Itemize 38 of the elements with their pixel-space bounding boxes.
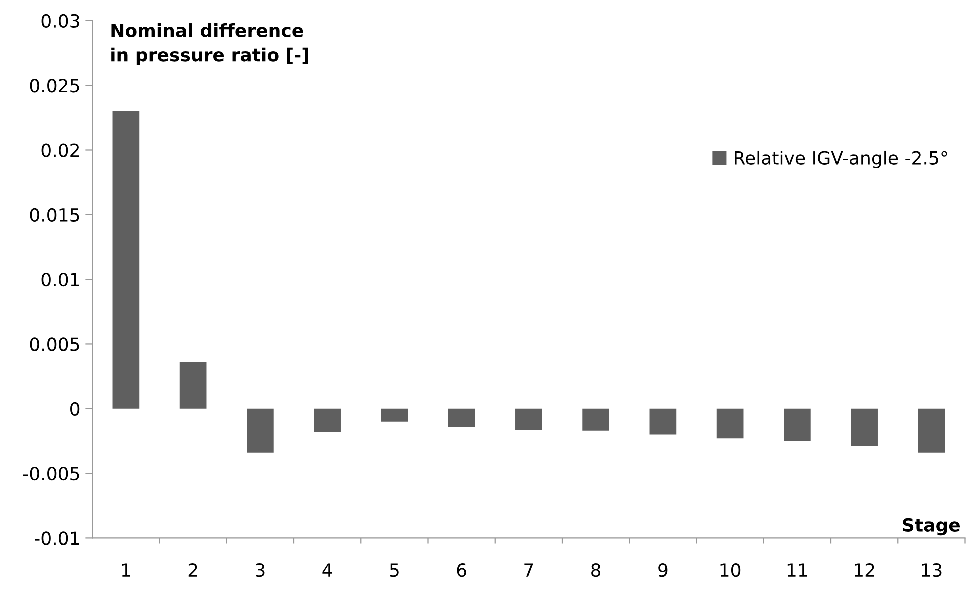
x-tick-label: 4 — [322, 564, 332, 577]
bar — [716, 408, 744, 439]
bar — [516, 408, 542, 430]
y-tick-label: -0.005 — [24, 467, 80, 481]
y-tick-label: 0.025 — [30, 79, 80, 93]
y-tick-label: 0.03 — [42, 14, 80, 28]
y-tick-label: 0.01 — [42, 273, 80, 287]
bar — [918, 408, 946, 453]
x-tick-label: 2 — [188, 564, 198, 577]
bar — [381, 408, 408, 422]
y-tick-label: -0.01 — [34, 532, 80, 546]
x-tick-label: 9 — [658, 564, 668, 578]
bar — [851, 408, 878, 446]
x-tick-label: 8 — [592, 564, 601, 578]
x-tick-label: 7 — [524, 564, 534, 577]
bar — [314, 408, 341, 432]
bar — [650, 408, 677, 435]
x-tick-label: 3 — [256, 564, 265, 578]
x-tick-label: 11 — [788, 564, 808, 577]
bar — [784, 408, 811, 442]
bar — [582, 408, 610, 431]
bar — [180, 362, 207, 409]
bar — [247, 408, 274, 453]
x-tick-label: 13 — [922, 564, 942, 578]
y-tick-label: 0.02 — [42, 144, 80, 158]
x-tick-label: 6 — [457, 564, 466, 578]
bar — [448, 408, 476, 427]
x-tick-label: 5 — [390, 564, 399, 578]
bar — [112, 111, 140, 409]
y-tick-label: 0.015 — [30, 208, 80, 222]
legend-label: Relative IGV-angle -2.5° — [735, 150, 948, 168]
x-axis-title: Stage — [903, 518, 960, 536]
y-tick-label: 0 — [70, 402, 80, 416]
y-axis-title: Nominal difference in pressure ratio [-] — [112, 24, 308, 66]
y-tick-label: 0.005 — [30, 338, 80, 352]
x-tick-label: 1 — [122, 564, 130, 577]
x-tick-label: 10 — [720, 564, 741, 578]
x-tick-label: 12 — [855, 564, 874, 577]
